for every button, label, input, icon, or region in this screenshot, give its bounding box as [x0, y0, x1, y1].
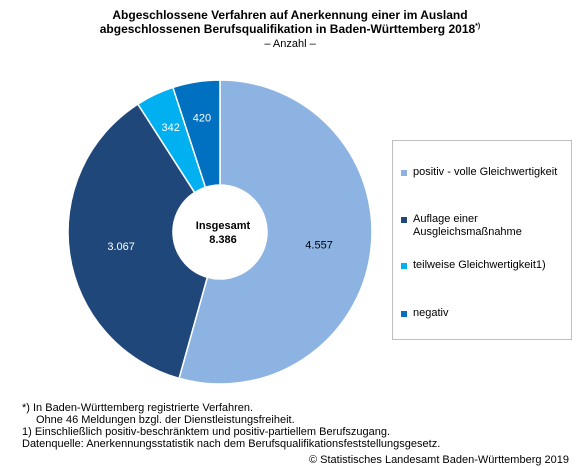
legend-label: positiv - volle Gleichwertigkeit: [413, 166, 558, 178]
title-line: abgeschlossenen Berufsqualifikation in B…: [100, 22, 480, 36]
value-label: 420: [193, 112, 211, 124]
legend-swatch: [401, 263, 407, 269]
legend-swatch: [401, 311, 407, 317]
legend-label: negativ: [413, 307, 449, 319]
slice: [172, 79, 221, 189]
legend-entry: teilweise Gleichwertigkeit1): [401, 259, 565, 272]
slice: [67, 103, 209, 380]
title-line: Abgeschlossene Verfahren auf Anerkennung…: [112, 8, 467, 22]
value-label: 342: [162, 122, 180, 134]
subtitle: – Anzahl –: [264, 38, 316, 50]
value-label: 4.557: [305, 240, 333, 252]
legend-entry: positiv - volle Gleichwertigkeit: [401, 166, 565, 179]
footnote: Datenquelle: Anerkennungsstatistik nach …: [22, 438, 441, 450]
legend-entry: negativ: [401, 307, 565, 320]
legend-label: Auflage einer Ausgleichsmaßnahme: [413, 213, 522, 238]
legend: positiv - volle Gleichwertigkeit Auflage …: [392, 140, 572, 340]
title-text: abgeschlossenen Berufsqualifikation in B…: [100, 22, 476, 36]
title-note: *): [475, 23, 480, 30]
legend-swatch: [401, 170, 407, 176]
legend-entry: Auflage einer Ausgleichsmaßnahme: [401, 213, 565, 239]
value-label: 3.067: [107, 241, 135, 253]
footnote: *) In Baden-Württemberg registrierte Ver…: [22, 402, 254, 414]
footnote: Ohne 46 Meldungen bzgl. der Dienstleistu…: [36, 414, 295, 426]
legend-label: teilweise Gleichwertigkeit1): [413, 259, 546, 271]
legend-swatch: [401, 217, 407, 223]
footnote: 1) Einschließlich positiv-beschränktem u…: [22, 426, 391, 438]
footnotes: *) In Baden-Württemberg registrierte Ver…: [22, 402, 440, 450]
slice: [178, 79, 373, 385]
center-value: 8.386: [209, 234, 237, 246]
center-label: Insgesamt: [196, 220, 251, 232]
source: © Statistisches Landesamt Baden-Württemb…: [308, 454, 569, 466]
